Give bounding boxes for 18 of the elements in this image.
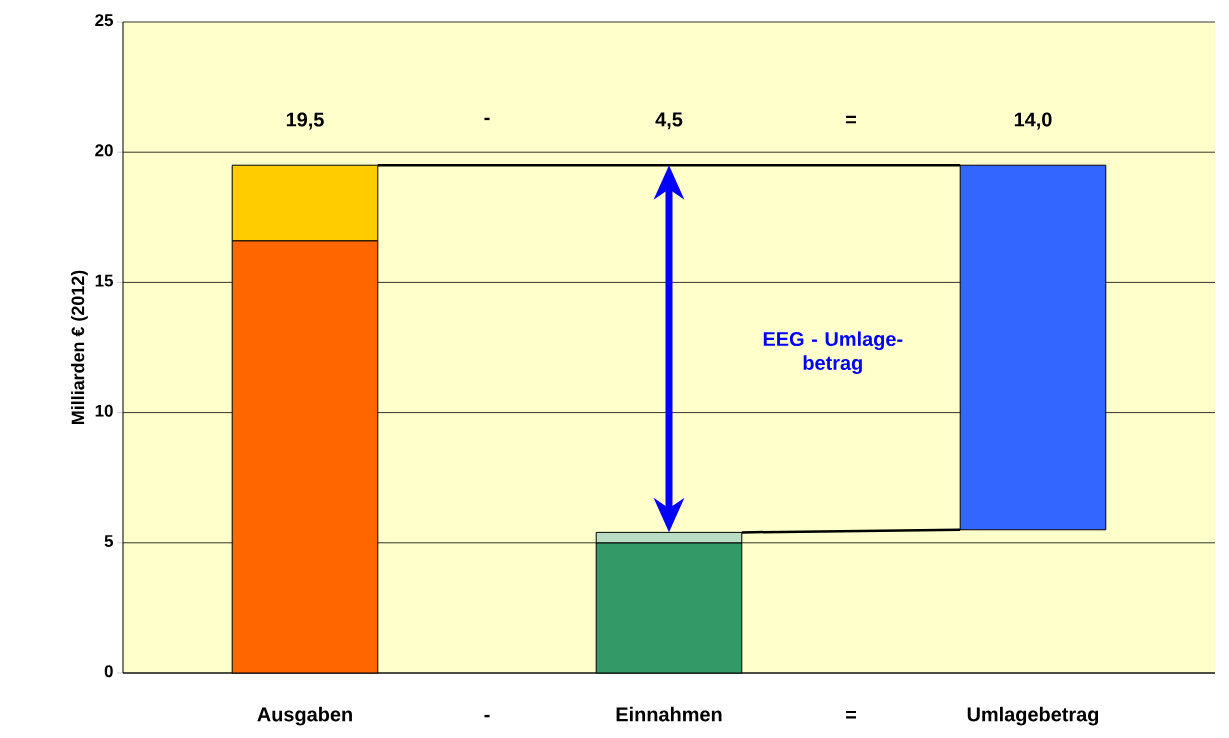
y-axis-title: Milliarden € (2012) [71, 270, 88, 425]
annotation: 19,5 [286, 112, 324, 130]
y-tick-label: 5 [104, 535, 114, 547]
text: - [484, 714, 490, 718]
annotation: 14,0 [1014, 112, 1052, 130]
x-tick-label: Einnahmen [616, 706, 722, 722]
y-tick-label: 15 [95, 274, 114, 287]
text: = [846, 710, 856, 719]
y-tick-label: 20 [95, 144, 113, 157]
annotation: 4,5 [655, 112, 683, 130]
annotation: - [484, 117, 490, 121]
annotation: EEG - Umlage-betrag [763, 331, 903, 374]
y-tick-label: 25 [95, 14, 114, 27]
y-tick-label: 10 [95, 404, 113, 417]
y-tick-label: 0 [104, 665, 113, 678]
x-tick-label: Umlagebetrag [967, 706, 1099, 726]
annotation: = [846, 115, 856, 124]
x-tick-label: Ausgaben [257, 706, 352, 726]
